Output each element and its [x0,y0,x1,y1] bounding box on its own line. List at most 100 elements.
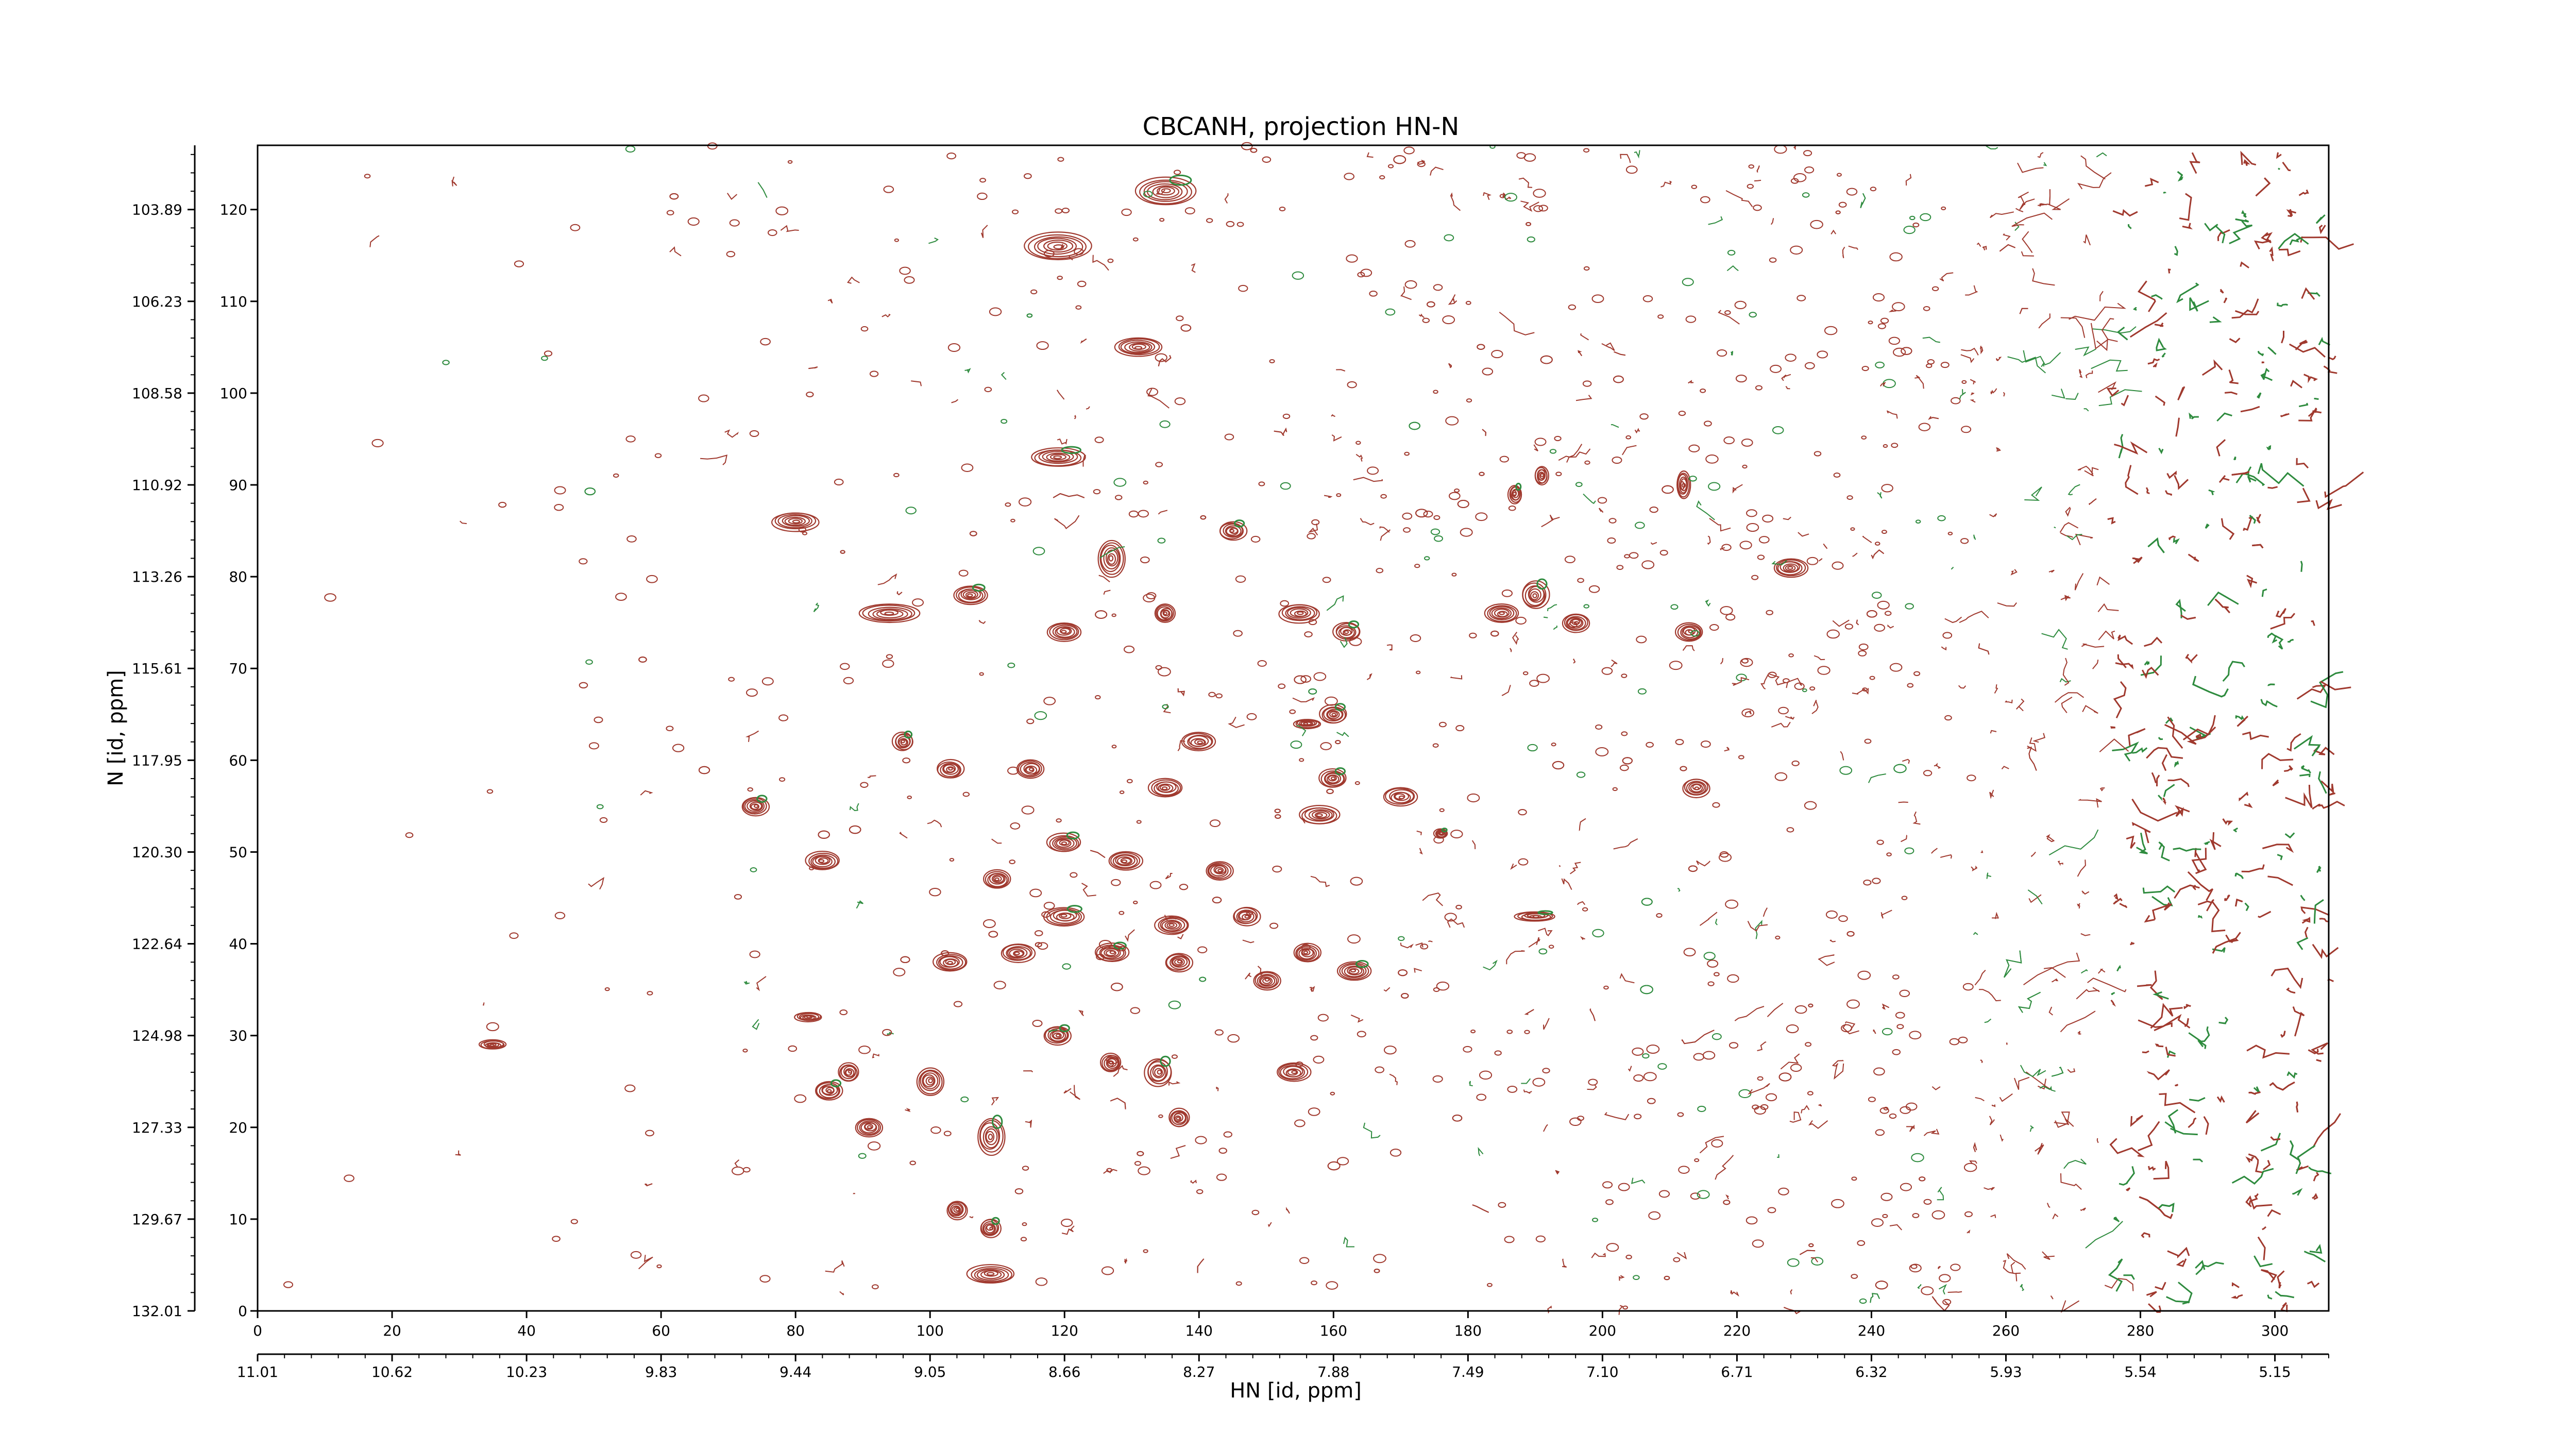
noise-contour [1209,819,1221,828]
noise-contour [802,531,808,535]
noise-contour [2038,1079,2046,1090]
noise-contour [1415,942,1423,948]
noise-contour [1846,495,1853,500]
noise-contour [570,1219,578,1224]
noise-contour [1765,1093,1777,1102]
noise-contour [1168,1000,1181,1009]
noise-contour [1300,675,1312,683]
noise-contour [1931,1086,1941,1090]
contour-line [1344,965,1365,978]
noise-contour [1583,266,1590,271]
contour-line [1161,920,1182,932]
noise-contour [1799,1250,1816,1255]
noise-contour [1212,897,1222,904]
noise-contour [1864,738,1872,744]
noise-contour [2080,969,2088,974]
noise-contour [1534,437,1547,446]
noise-contour [2320,780,2336,796]
noise-contour [757,182,768,198]
noise-contour [2158,447,2164,454]
noise-contour [2148,1303,2161,1313]
noise-contour [1818,558,1823,562]
noise-contour [2310,671,2344,709]
noise-contour [1967,1229,1971,1234]
noise-contour [2277,302,2288,307]
noise-contour [2218,475,2230,483]
noise-contour [1705,599,1711,607]
y-ppm-tick-label: 117.95 [132,752,182,769]
contour-line [1321,706,1346,723]
contour-line [994,877,999,882]
contour-line [988,1134,993,1140]
noise-contour [1043,902,1055,910]
noise-contour [1967,774,1976,782]
noise-contour [964,368,971,374]
noise-contour [2046,834,2055,843]
contour-line [1566,616,1586,631]
noise-contour [1682,278,1694,287]
contour-line [1174,958,1183,966]
noise-contour [979,672,984,676]
noise-contour [1688,444,1700,452]
contour-line [1052,1030,1064,1040]
noise-contour [1874,624,1885,632]
noise-contour [656,1264,662,1269]
noise-contour [2144,660,2150,666]
noise-contour [2104,1278,2134,1291]
noise-contour [1860,193,1866,208]
noise-contour [1250,147,1258,153]
noise-contour [1113,1065,1128,1077]
noise-contour [1533,205,1544,212]
noise-contour [2164,1109,2179,1134]
noise-contour [1790,178,1799,184]
noise-contour [1804,362,1815,369]
noise-contour [1037,942,1048,950]
contour-line [982,1221,998,1236]
contour-line [1210,865,1227,877]
noise-contour [869,370,879,377]
contour-line [1324,771,1345,786]
contour-peak [1318,767,1347,788]
noise-contour [1311,519,1320,526]
noise-contour [2035,1143,2044,1155]
contour-line [1054,837,1075,850]
noise-contour [1922,336,1940,343]
noise-contour [1887,624,1894,629]
contour-line [1787,566,1793,570]
contour-line [774,512,817,530]
contour-line [1056,627,1072,636]
noise-contour [1735,374,1747,383]
noise-contour [2303,1251,2326,1262]
noise-contour [1748,164,1754,169]
noise-contour [1417,161,1426,167]
noise-contour [1738,755,1744,760]
noise-contour [1842,1023,1859,1035]
noise-contour [2284,765,2293,772]
noise-contour [1290,740,1302,749]
noise-contour [1901,896,1908,900]
contour-line [1686,781,1707,796]
noise-contour [2286,987,2296,994]
contour-line-negative [1061,446,1082,454]
noise-contour [2245,1110,2260,1124]
noise-contour [1611,659,1618,667]
noise-contour [1415,509,1428,518]
noise-contour [1658,1190,1670,1198]
noise-contour [1010,518,1015,523]
contour-line [989,1226,994,1231]
noise-contour [1656,913,1663,918]
noise-contour [1501,685,1511,696]
noise-contour [1138,510,1149,518]
noise-contour [1696,500,1715,520]
noise-contour [1775,935,1781,940]
noise-contour [1005,502,1011,507]
noise-contour [1307,533,1316,540]
contour-line [987,1272,995,1276]
noise-contour [2167,1246,2190,1259]
contour-line [1295,945,1320,962]
contour-line [1049,623,1079,641]
noise-contour [1228,716,1245,728]
noise-contour [1907,683,1914,688]
noise-contour [1278,683,1286,689]
